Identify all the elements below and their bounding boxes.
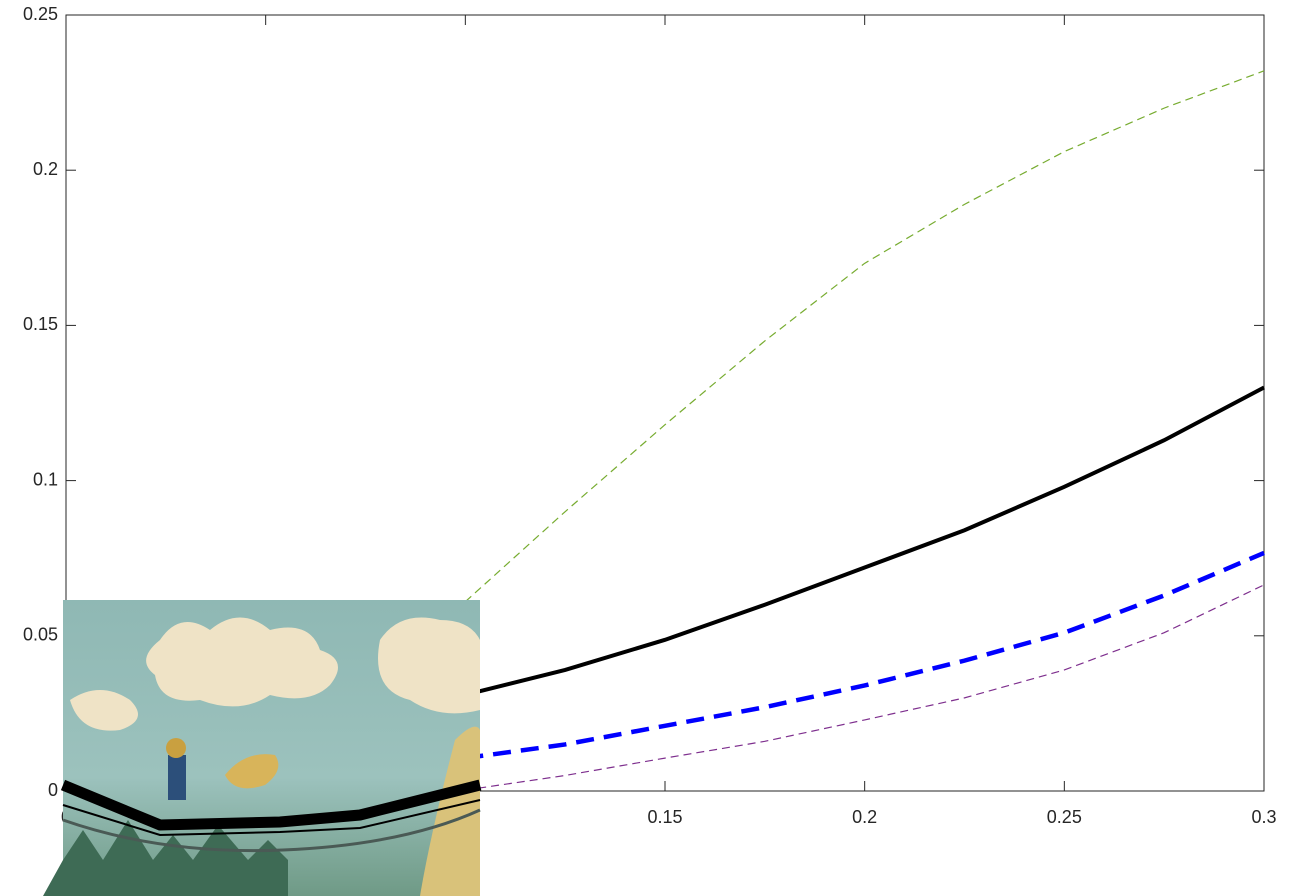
y-tick-label: 0.1 xyxy=(33,469,58,489)
series-line xyxy=(465,550,1265,761)
x-tick-label: 0.25 xyxy=(1047,807,1082,827)
y-tick-label: 0.25 xyxy=(23,4,58,24)
x-tick-label: 0.3 xyxy=(1251,807,1276,827)
x-tick-label: 0.15 xyxy=(647,807,682,827)
inset-image xyxy=(43,600,482,896)
series-line xyxy=(465,584,1265,791)
series-line xyxy=(464,70,1265,603)
y-tick-label: 0.05 xyxy=(23,625,58,645)
y-tick-label: 0.2 xyxy=(33,159,58,179)
y-tick-label: 0 xyxy=(48,780,58,800)
y-tick-label: 0.15 xyxy=(23,314,58,334)
x-tick-label: 0.2 xyxy=(852,807,877,827)
series-line xyxy=(464,385,1265,697)
